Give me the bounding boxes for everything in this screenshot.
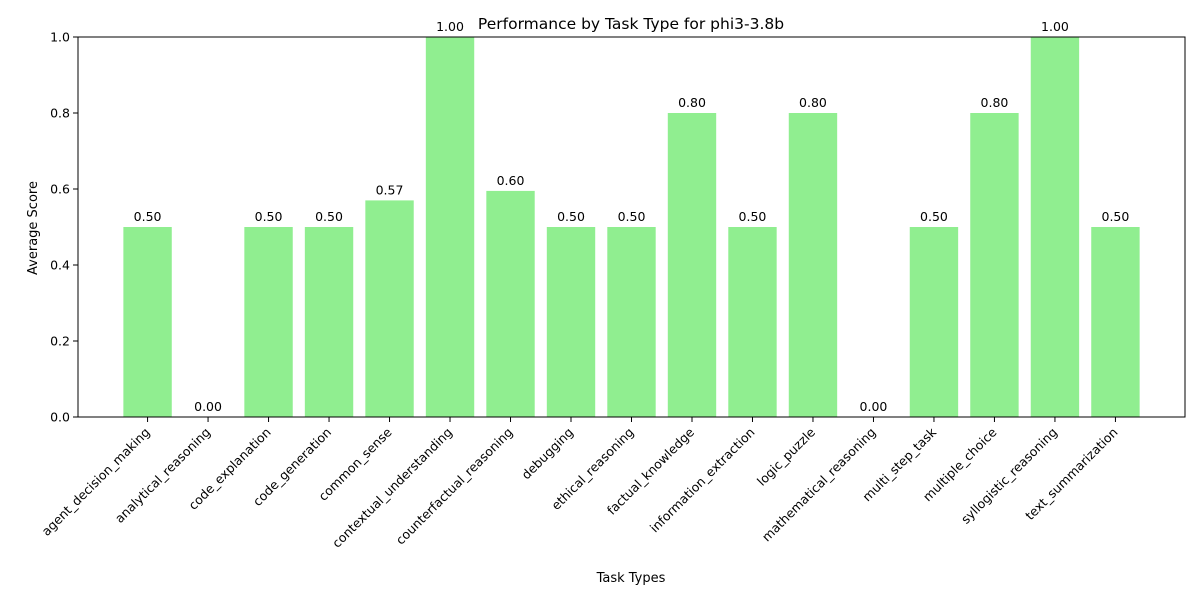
bar-code_explanation [244, 227, 293, 417]
x-tick-label-counterfactual_reasoning: counterfactual_reasoning [393, 425, 516, 548]
bar-labels-layer: 0.50 0.00 0.50 0.50 0.57 1.00 0.60 0.50 0.50 0.80… [134, 19, 1130, 414]
bar-value-label-agent_decision_making: 0.50 [134, 209, 162, 224]
y-tick-label-0.0: 0.0 [50, 410, 70, 425]
bar-value-label-common_sense: 0.57 [376, 182, 404, 197]
bar-contextual_understanding [425, 37, 475, 417]
x-tick-label-information_extraction: information_extraction [647, 425, 758, 536]
bar-text_summarization [1091, 227, 1140, 417]
bar-information_extraction [728, 227, 777, 417]
x-axis-label: Task Types [596, 571, 666, 586]
chart-title: Performance by Task Type for phi3-3.8b [478, 15, 784, 33]
y-tick-label-0.8: 0.8 [50, 106, 70, 121]
bar-code_generation [304, 227, 354, 417]
bar-agent_decision_making [123, 227, 172, 417]
x-tick-label-contextual_understanding: contextual_understanding [329, 425, 455, 551]
x-tick-label-logic_puzzle: logic_puzzle [754, 424, 818, 488]
bar-factual_knowledge [667, 113, 717, 417]
bar-value-label-analytical_reasoning: 0.00 [194, 399, 222, 414]
bar-value-label-information_extraction: 0.50 [739, 209, 767, 224]
bar-multi_step_task [909, 227, 959, 417]
bar-logic_puzzle [788, 113, 838, 417]
bar-value-label-logic_puzzle: 0.80 [799, 95, 827, 110]
bar-value-label-mathematical_reasoning: 0.00 [860, 399, 888, 414]
bar-syllogistic_reasoning [1030, 37, 1080, 417]
x-tick-label-agent_decision_making: agent_decision_making [38, 425, 152, 539]
bar-value-label-syllogistic_reasoning: 1.00 [1041, 19, 1069, 34]
bar-value-label-contextual_understanding: 1.00 [436, 19, 464, 34]
bar-ethical_reasoning [607, 227, 656, 417]
bar-value-label-multi_step_task: 0.50 [920, 209, 948, 224]
y-tick-label-0.4: 0.4 [50, 258, 70, 273]
bar-value-label-debugging: 0.50 [557, 209, 585, 224]
x-tick-label-debugging: debugging [518, 425, 576, 483]
bar-value-label-ethical_reasoning: 0.50 [618, 209, 646, 224]
bars-layer [123, 37, 1140, 417]
bar-debugging [546, 227, 596, 417]
ticks-layer: agent_decision_makinganalytical_reasonin… [38, 30, 1120, 551]
bar-multiple_choice [970, 113, 1019, 417]
x-tick-label-mathematical_reasoning: mathematical_reasoning [759, 425, 879, 545]
bar-value-label-multiple_choice: 0.80 [981, 95, 1009, 110]
bar-counterfactual_reasoning [486, 190, 535, 417]
y-tick-label-1.0: 1.0 [50, 30, 70, 45]
y-axis-label: Average Score [26, 181, 41, 275]
bar-value-label-text_summarization: 0.50 [1102, 209, 1130, 224]
y-tick-label-0.6: 0.6 [50, 182, 70, 197]
bar-value-label-code_generation: 0.50 [315, 209, 343, 224]
y-tick-label-0.2: 0.2 [50, 334, 70, 349]
bar-value-label-code_explanation: 0.50 [255, 209, 283, 224]
bar-common_sense [365, 200, 414, 417]
bar-value-label-counterfactual_reasoning: 0.60 [497, 173, 525, 188]
bar-value-label-factual_knowledge: 0.80 [678, 95, 706, 110]
